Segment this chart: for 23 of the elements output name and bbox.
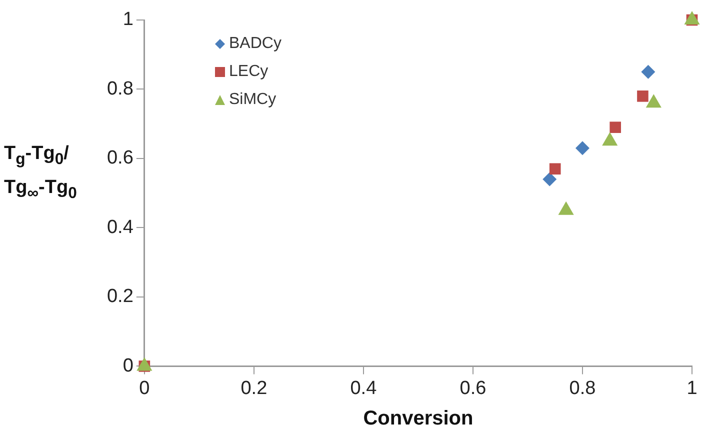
y-tick-label: 1 (122, 9, 134, 30)
y-tick-label: 0.4 (106, 216, 134, 238)
point (575, 141, 590, 156)
y-tick-label: 0.8 (106, 78, 134, 100)
legend-label: BADCy (228, 35, 282, 53)
point (641, 64, 656, 79)
x-tick-label: 0 (139, 378, 150, 399)
y-tick-label: 0 (122, 355, 134, 376)
text: T$_{g}$-Tg$_{0}$/ Tg$_{∞}$-Tg$_{0}$ (4, 143, 77, 202)
x-tick-label: 0.6 (460, 378, 486, 399)
legend-label: SiMCy (228, 91, 278, 109)
y-tick-label: 0.2 (106, 286, 134, 308)
point (610, 122, 621, 133)
x-tick-label: 0.8 (569, 378, 596, 399)
point (542, 172, 557, 186)
point (637, 90, 648, 102)
legend-label: LECy (228, 63, 270, 81)
point (549, 163, 561, 175)
x-tick-label: 0.2 (240, 378, 268, 399)
x-axis-title: Conversion (363, 408, 474, 430)
y-tick-label: 0.6 (106, 148, 134, 169)
x-tick-label: 1 (686, 378, 698, 399)
x-tick-label: 0.4 (350, 378, 378, 399)
